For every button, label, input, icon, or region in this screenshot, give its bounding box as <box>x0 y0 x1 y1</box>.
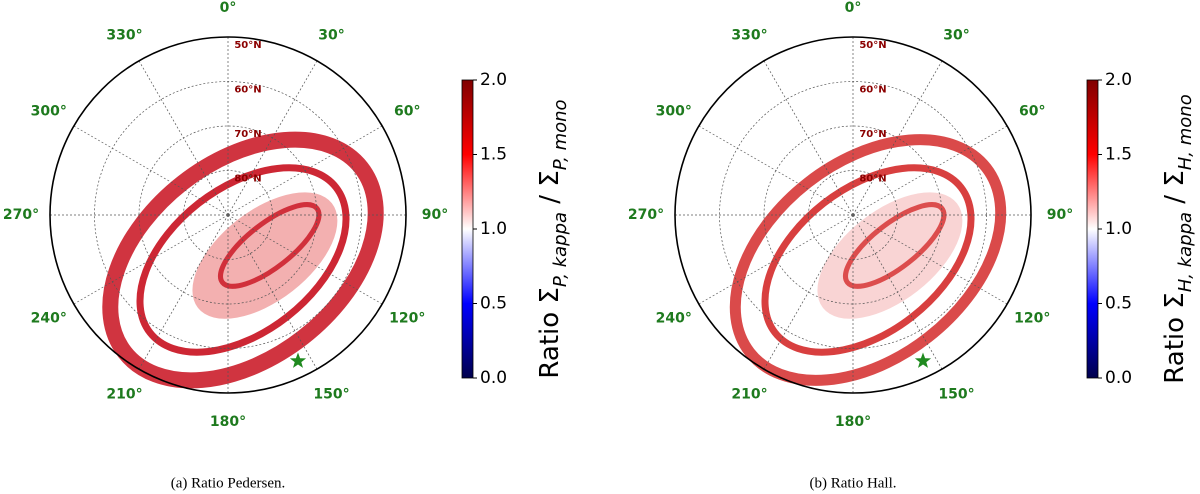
label-subscript: H, mono <box>1175 94 1196 170</box>
auroral-pattern <box>729 134 1007 386</box>
theta-label: 240° <box>31 311 67 327</box>
meridian <box>763 60 854 216</box>
meridian <box>852 214 943 370</box>
lat-label: 70°N <box>234 129 261 140</box>
colorbar-tick-label: 2.0 <box>1105 70 1132 90</box>
colorbar-tick-label: 1.5 <box>1105 145 1132 165</box>
meridian <box>698 125 854 216</box>
label-subscript: P, kappa <box>550 212 571 287</box>
theta-label: 210° <box>731 386 767 402</box>
theta-label: 0° <box>845 0 862 16</box>
colorbar-tick-label: 0.5 <box>480 294 507 314</box>
theta-label: 120° <box>1014 311 1050 327</box>
meridian <box>852 125 1008 216</box>
polar-frame <box>674 36 1032 394</box>
theta-label: 30° <box>943 28 969 44</box>
theta-label: 60° <box>1019 104 1045 120</box>
theta-label: 30° <box>318 28 344 44</box>
theta-label: 240° <box>656 311 692 327</box>
colorbar-tick-label: 1.0 <box>1105 219 1132 239</box>
meridian <box>73 214 229 305</box>
polar-frame <box>49 36 407 394</box>
theta-label: 90° <box>422 207 448 223</box>
label-text: Ratio Σ <box>1160 292 1190 383</box>
theta-label: 150° <box>313 386 349 402</box>
theta-label: 330° <box>106 28 142 44</box>
theta-label: 210° <box>106 386 142 402</box>
oval-outer <box>729 134 1007 386</box>
oval-core <box>843 202 947 289</box>
meridian <box>138 60 229 216</box>
meridian <box>227 60 318 216</box>
theta-label: 180° <box>210 414 246 430</box>
theta-label: 270° <box>628 207 664 223</box>
oval-core <box>218 202 322 289</box>
meridian <box>227 214 318 370</box>
oval-inner <box>761 164 975 356</box>
meridian <box>73 125 229 216</box>
colorbar-tick-label: 1.0 <box>480 219 507 239</box>
auroral-pattern <box>102 131 384 389</box>
lat-label: 60°N <box>234 85 261 96</box>
oval-inner <box>136 164 350 356</box>
label-subscript: P, mono <box>550 99 571 170</box>
lat-label: 60°N <box>859 85 886 96</box>
theta-label: 150° <box>938 386 974 402</box>
lat-label: 80°N <box>859 174 886 185</box>
theta-label: 120° <box>389 311 425 327</box>
label-text: / Σ <box>1160 170 1190 212</box>
meridian <box>227 214 383 305</box>
colorbar-tick-label: 0.5 <box>1105 294 1132 314</box>
oval-outer <box>102 131 384 389</box>
colorbar-tick-label: 0.0 <box>480 368 507 388</box>
colorbar-tick-label: 0.0 <box>1105 368 1132 388</box>
lat-label: 50°N <box>859 40 886 51</box>
meridian <box>138 214 229 370</box>
theta-label: 300° <box>31 104 67 120</box>
theta-label: 60° <box>394 104 420 120</box>
colorbar-label: Ratio ΣP, kappa / ΣP, mono <box>535 99 571 378</box>
theta-label: 330° <box>731 28 767 44</box>
theta-label: 270° <box>3 207 39 223</box>
meridian <box>852 214 1008 305</box>
theta-label: 0° <box>220 0 237 16</box>
star-marker <box>914 352 932 368</box>
lat-label: 70°N <box>859 129 886 140</box>
lat-label: 80°N <box>234 174 261 185</box>
star-marker <box>289 352 307 368</box>
theta-label: 90° <box>1047 207 1073 223</box>
label-text: Ratio Σ <box>535 287 565 378</box>
colorbar <box>461 79 474 379</box>
meridian <box>763 214 854 370</box>
colorbar <box>1086 79 1099 379</box>
theta-label: 300° <box>656 104 692 120</box>
colorbar-label: Ratio ΣH, kappa / ΣH, mono <box>1160 94 1196 383</box>
caption: (a) Ratio Pedersen. <box>171 475 286 491</box>
label-text: / Σ <box>535 170 565 212</box>
theta-label: 180° <box>835 414 871 430</box>
meridian <box>227 125 383 216</box>
label-subscript: H, kappa <box>1175 212 1196 292</box>
lat-label: 50°N <box>234 40 261 51</box>
meridian <box>698 214 854 305</box>
colorbar-tick-label: 2.0 <box>480 70 507 90</box>
meridian <box>852 60 943 216</box>
caption: (b) Ratio Hall. <box>809 475 896 491</box>
colorbar-tick-label: 1.5 <box>480 145 507 165</box>
